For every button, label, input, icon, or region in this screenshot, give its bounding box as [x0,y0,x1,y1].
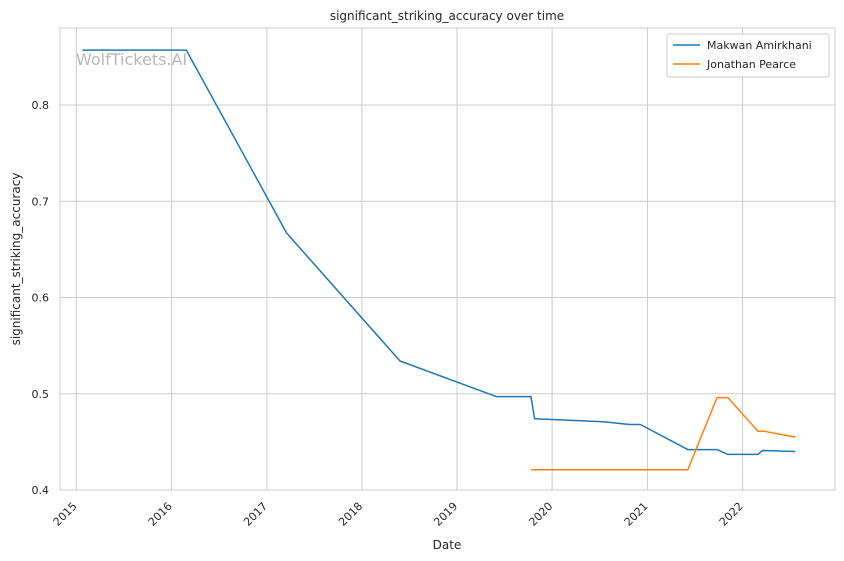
y-tick-label: 0.4 [32,484,50,497]
y-tick-label: 0.7 [32,195,50,208]
series-line-makwan-amirkhani [82,49,796,456]
series-layer [82,49,796,471]
x-tick-label: 2016 [146,500,175,529]
x-tick-label: 2015 [51,500,80,529]
legend-label-jonathan-pearce: Jonathan Pearce [706,58,796,71]
legend-box [666,33,830,78]
y-tick-labels: 0.4 0.5 0.6 0.7 0.8 [32,99,50,497]
x-tick-label: 2018 [336,500,365,529]
legend: Makwan Amirkhani Jonathan Pearce [666,33,830,78]
x-tick-label: 2019 [431,500,460,529]
y-tick-label: 0.6 [32,292,50,305]
x-tick-label: 2020 [526,500,555,529]
grid [60,28,835,491]
x-tick-label: 2017 [241,500,270,529]
x-tick-label: 2021 [622,500,651,529]
y-axis-title: significant_striking_accuracy [9,173,23,346]
x-tick-label: 2022 [717,500,746,529]
watermark: WolfTickets.AI [76,50,187,69]
series-line-jonathan-pearce [531,396,796,471]
plot-frame [59,27,836,491]
y-tick-label: 0.5 [32,388,50,401]
y-tick-label: 0.8 [32,99,50,112]
chart-title: significant_striking_accuracy over time [330,9,564,23]
x-tick-labels: 2015 2016 2017 2018 2019 2020 2021 2022 [51,500,746,529]
legend-label-makwan-amirkhani: Makwan Amirkhani [707,39,812,52]
x-axis-title: Date [433,538,462,552]
